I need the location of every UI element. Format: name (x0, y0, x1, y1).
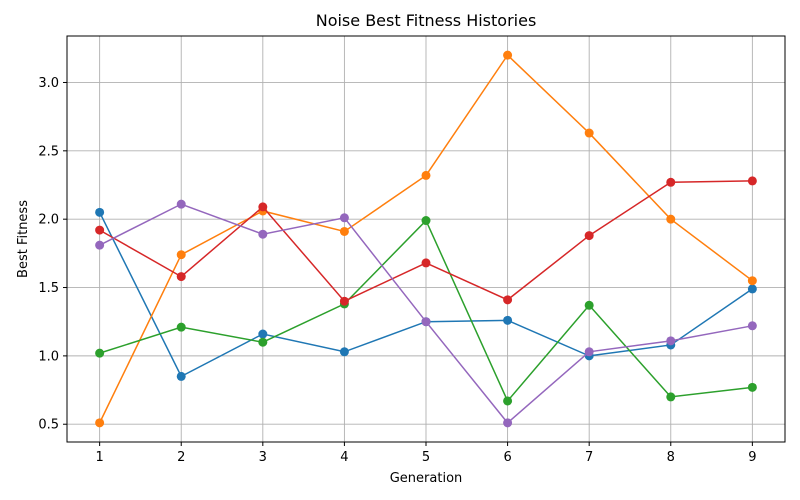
data-point (747, 382, 757, 392)
data-point (95, 418, 105, 428)
data-point (747, 284, 757, 294)
y-tick-label: 2.0 (38, 213, 59, 228)
x-tick-label: 3 (259, 450, 267, 465)
x-tick-label: 9 (748, 450, 756, 465)
data-point (95, 240, 105, 250)
data-point (666, 392, 676, 402)
y-tick-label: 1.5 (38, 281, 59, 296)
data-point (339, 347, 349, 357)
y-tick-label: 1.0 (38, 349, 59, 364)
data-point (258, 329, 268, 339)
grid-lines (67, 36, 785, 442)
data-point (421, 317, 431, 327)
data-point (421, 258, 431, 268)
data-point (666, 214, 676, 224)
x-axis-label: Generation (390, 471, 463, 486)
data-point (339, 296, 349, 306)
data-point (95, 225, 105, 235)
data-point (584, 347, 594, 357)
data-point (584, 128, 594, 138)
chart-title: Noise Best Fitness Histories (316, 11, 537, 30)
series-5 (95, 199, 757, 428)
y-axis-label: Best Fitness (16, 200, 31, 278)
data-point (176, 250, 186, 260)
x-tick-label: 4 (340, 450, 348, 465)
data-point (176, 322, 186, 332)
y-tick-label: 3.0 (38, 76, 59, 91)
x-tick-label: 6 (503, 450, 511, 465)
data-point (503, 418, 513, 428)
series-lines (95, 50, 757, 428)
data-point (339, 226, 349, 236)
data-point (258, 337, 268, 347)
x-tick-label: 8 (667, 450, 675, 465)
data-point (747, 276, 757, 286)
x-tick-label: 1 (95, 450, 103, 465)
data-point (503, 315, 513, 325)
data-point (339, 213, 349, 223)
y-tick-label: 2.5 (38, 144, 59, 159)
data-point (176, 272, 186, 282)
series-2 (95, 50, 757, 428)
x-tick-label: 5 (422, 450, 430, 465)
data-point (258, 229, 268, 239)
y-tick-label: 0.5 (38, 418, 59, 433)
data-point (666, 177, 676, 187)
data-point (95, 207, 105, 217)
data-point (666, 336, 676, 346)
data-point (747, 176, 757, 186)
series-4 (95, 176, 757, 306)
x-tick-label: 2 (177, 450, 185, 465)
data-point (176, 199, 186, 209)
data-point (421, 170, 431, 180)
data-point (584, 231, 594, 241)
data-point (258, 202, 268, 212)
data-point (421, 216, 431, 226)
data-point (176, 371, 186, 381)
data-point (95, 348, 105, 358)
axis-ticks: 1 2 3 4 5 6 7 8 9 0.5 1.0 1.5 2.0 2.5 3.0 (38, 76, 756, 465)
series-3 (95, 216, 757, 406)
x-tick-label: 7 (585, 450, 593, 465)
data-point (584, 300, 594, 310)
data-point (503, 295, 513, 305)
data-point (503, 50, 513, 60)
data-point (503, 396, 513, 406)
data-point (747, 321, 757, 331)
